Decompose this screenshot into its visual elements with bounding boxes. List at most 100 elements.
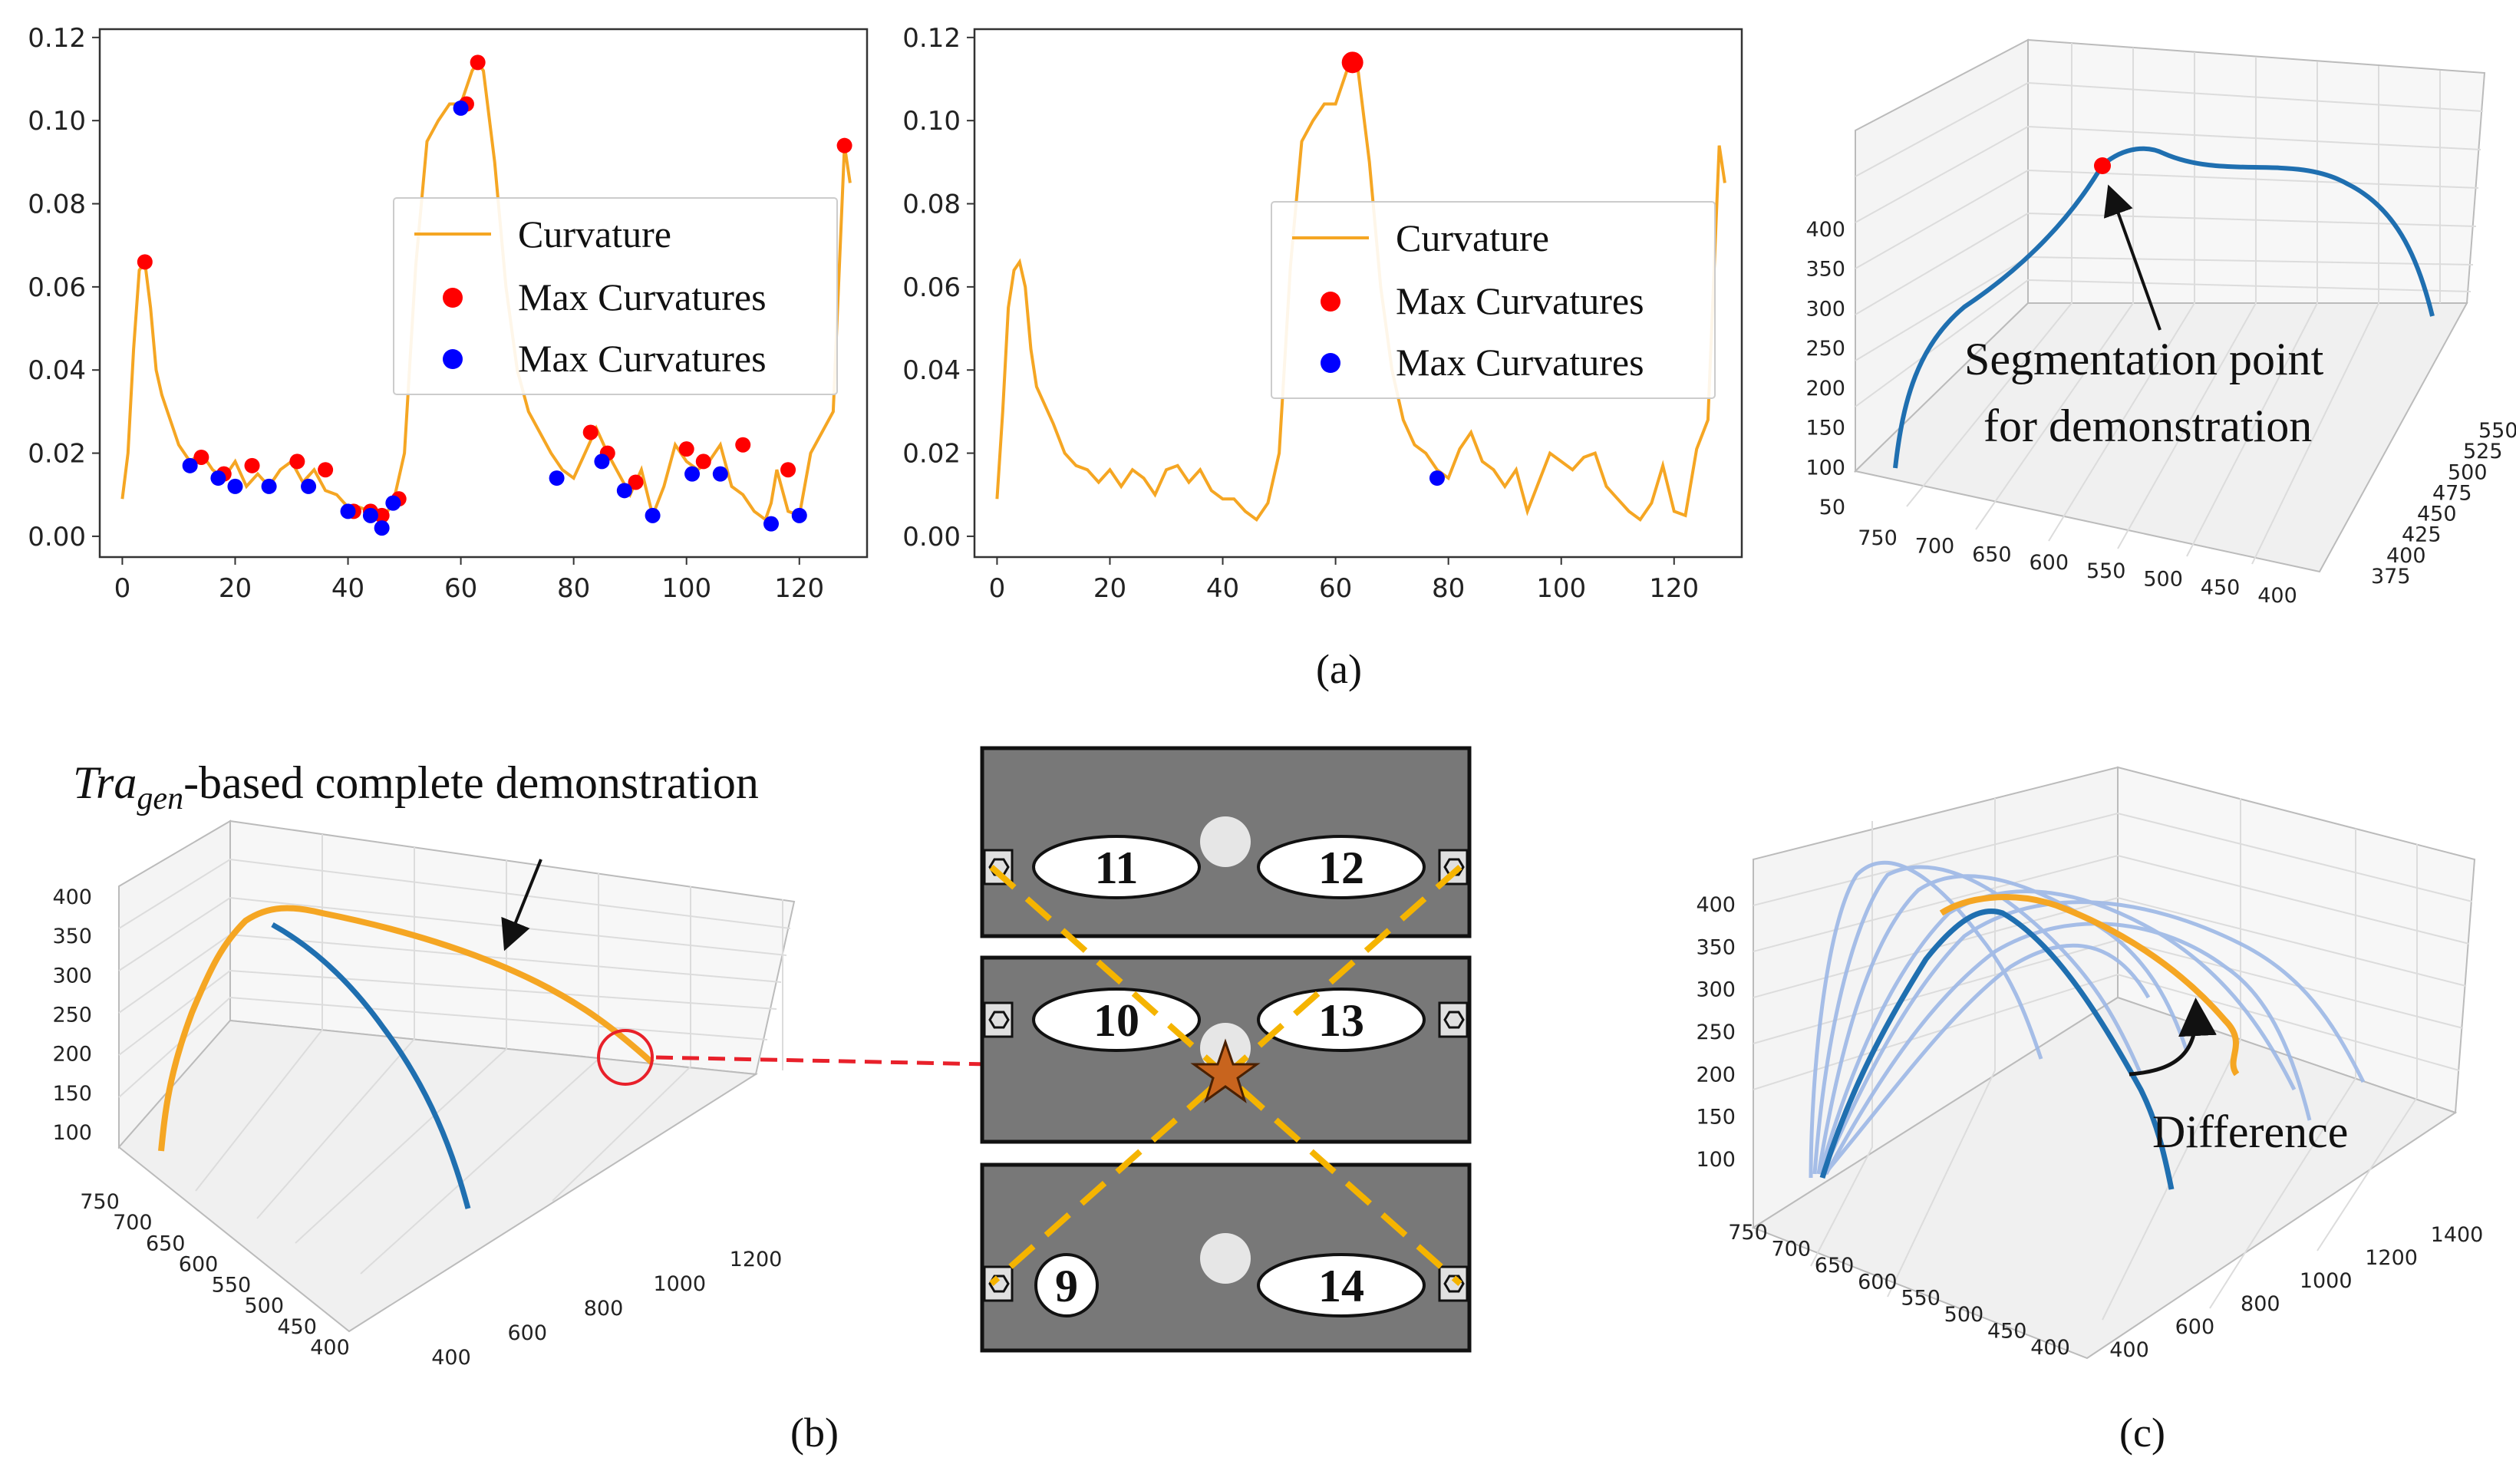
c1-tick-label: 400 [1696, 893, 1736, 917]
a2-xtick-label: 120 [1649, 573, 1699, 604]
c1-tick-label: 300 [1696, 978, 1736, 1002]
a1-point-red [678, 441, 694, 457]
a1-xtick-label: 60 [444, 573, 477, 604]
a3-annotation-line2: for demonstration [1983, 401, 2312, 451]
a1-point-red [318, 462, 334, 478]
a1-ytick-label: 0.06 [28, 272, 86, 303]
a1-point-red [244, 457, 260, 473]
a1-xtick-label: 20 [219, 573, 252, 604]
panel-label-c: (c) [2119, 1410, 2165, 1456]
c1-tick-label: 1200 [2365, 1246, 2418, 1270]
a1-point-blue [227, 478, 243, 494]
a1-point-blue [261, 478, 277, 494]
a2-legend-max-red: Max Curvatures [1396, 279, 1644, 322]
a2-ytick-label: 0.08 [902, 190, 961, 220]
a3-tick-label: 100 [1805, 456, 1845, 480]
a3-panes [1853, 38, 2486, 573]
a1-ytick-label: 0.02 [28, 439, 86, 470]
a1-legend-max-red: Max Curvatures [518, 275, 767, 318]
a2-ytick-label: 0.10 [902, 106, 961, 137]
a3-tick-label: 500 [2448, 460, 2488, 484]
slot-label-11: 11 [1095, 843, 1139, 893]
a1-point-red [780, 462, 796, 478]
a3-tick-label: 150 [1805, 417, 1845, 440]
a1-point-red [628, 474, 644, 490]
c1-tick-label: 700 [1772, 1237, 1812, 1261]
a1-point-red [374, 507, 390, 523]
a3-tick-label: 550 [2086, 559, 2126, 583]
a1-frame [98, 28, 869, 559]
a3-demo-line [1893, 146, 2435, 469]
a2-xtick-label: 40 [1206, 573, 1239, 604]
hole-bottom [1200, 1233, 1251, 1284]
a1-point-blue [616, 483, 632, 499]
c1-tick-label: 600 [2175, 1315, 2215, 1339]
b1-tick-label: 400 [52, 885, 92, 909]
a1-xtick-label: 80 [557, 573, 590, 604]
c1-generated-line [1939, 894, 2240, 1077]
b1-tick-label: 350 [52, 925, 92, 948]
a1-xtick-label: 120 [774, 573, 824, 604]
a1-point-red [582, 424, 598, 440]
a2-ytick-label: 0.12 [902, 23, 961, 54]
panel-label-b: (b) [790, 1410, 839, 1456]
c1-tick-label: 500 [1944, 1303, 1984, 1327]
a3-tick-label: 400 [2386, 544, 2426, 568]
a1-point-red [695, 453, 711, 470]
a1-point-red [735, 437, 751, 453]
a1-point-red [289, 453, 305, 470]
a1-point-blue [645, 507, 661, 523]
a3-tick-label: 650 [1972, 542, 2012, 566]
a2-point-blue [1429, 470, 1445, 486]
chart-a1: 0 20 40 60 80 100 120 0.00 0.02 0.04 0.06 0.08 0.10 0… [28, 23, 869, 604]
a2-legend: Curvature Max Curvatures Max Curvatures [1271, 201, 1716, 399]
a3-tick-label: 425 [2402, 523, 2442, 547]
a1-point-blue [301, 478, 317, 494]
a3-tick-label: 600 [2030, 551, 2069, 575]
b1-tick-label: 500 [245, 1294, 285, 1318]
a1-point-blue [385, 495, 401, 511]
a1-point-blue [182, 457, 198, 473]
c1-tick-label: 1000 [2300, 1269, 2353, 1293]
c1-tick-label: 650 [1815, 1254, 1855, 1278]
b1-tick-label: 450 [277, 1315, 317, 1339]
c1-annotation: Difference [2152, 1106, 2348, 1157]
b1-tick-label: 250 [52, 1004, 92, 1027]
a1-ytick-label: 0.12 [28, 23, 86, 54]
a1-point-blue [362, 507, 378, 523]
slot-label-9: 9 [1055, 1261, 1078, 1311]
slot-label-14: 14 [1318, 1261, 1364, 1311]
b1-tick-label: 700 [113, 1211, 153, 1235]
hole-top [1200, 816, 1251, 867]
a3-tick-label: 500 [2143, 568, 2183, 592]
a1-point-blue [340, 503, 356, 519]
a1-ytick-label: 0.10 [28, 106, 86, 137]
a2-xtick-label: 0 [989, 573, 1006, 604]
c1-tick-label: 450 [1987, 1320, 2027, 1344]
a2-ytick-label: 0.02 [902, 439, 961, 470]
c1-tick-label: 750 [1728, 1221, 1768, 1245]
b1-tick-label: 800 [584, 1297, 624, 1321]
a1-point-blue [374, 520, 390, 536]
a1-point-blue [712, 466, 728, 482]
a3-tick-label: 450 [2201, 575, 2241, 599]
a1-point-red [470, 54, 486, 71]
a2-legend-curvature: Curvature [1396, 216, 1549, 259]
b1-demo-line [271, 922, 471, 1209]
b1-tick-label: 750 [80, 1190, 120, 1214]
a3-tick-label: 400 [1805, 218, 1845, 242]
c1-tick-label: 1400 [2431, 1223, 2484, 1247]
a3-tick-label: 450 [2417, 503, 2457, 526]
b1-tick-label: 1200 [730, 1248, 783, 1271]
slot-diagram: 11 12 10 13 9 14 [980, 746, 1472, 1353]
star-icon [1190, 1038, 1261, 1103]
a1-point-blue [549, 470, 565, 486]
a2-ytick-label: 0.06 [902, 272, 961, 303]
a1-xtick-label: 100 [661, 573, 711, 604]
a3-tick-label: 350 [1805, 258, 1845, 282]
a3-tick-label: 525 [2463, 440, 2503, 463]
a3-tick-label: 400 [2257, 584, 2297, 608]
a3-tick-label: 200 [1805, 377, 1845, 401]
a1-point-blue [684, 466, 701, 482]
